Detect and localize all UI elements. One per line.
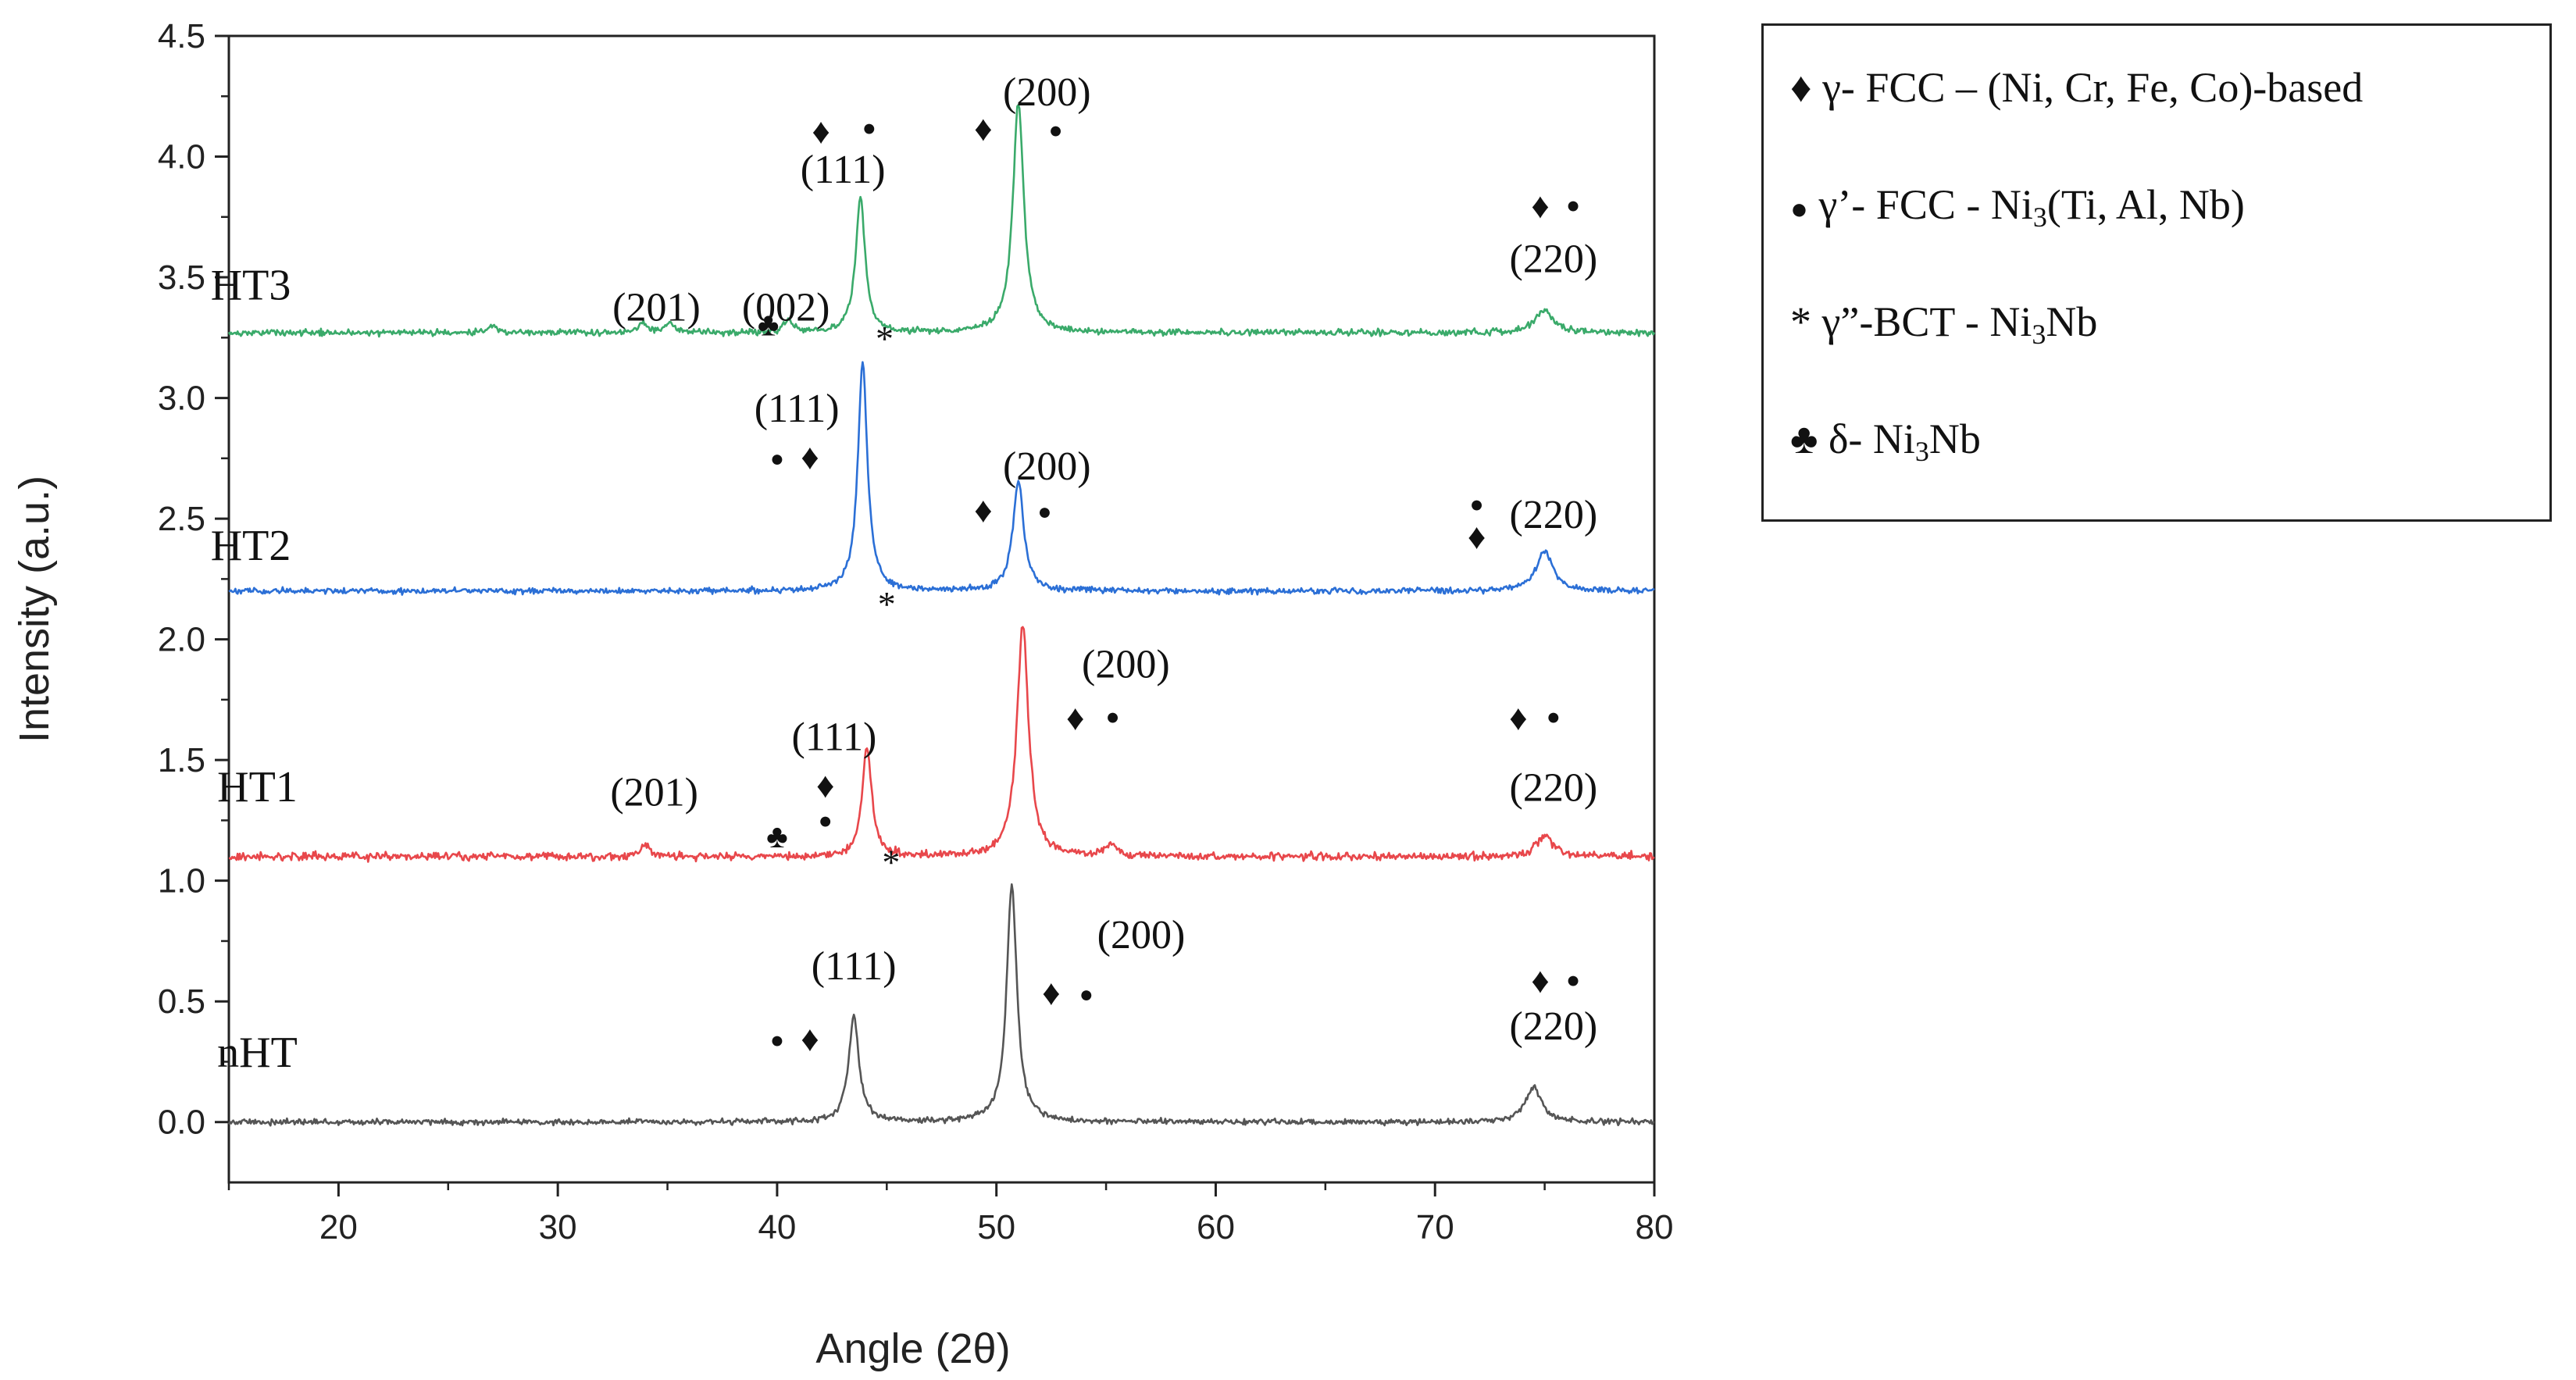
annotation-label: HT1: [217, 763, 298, 811]
x-tick-label: 20: [319, 1208, 358, 1246]
annotation-label: HT2: [211, 522, 291, 570]
y-tick-label: 2.5: [158, 500, 205, 538]
legend-label-suffix: (Ti, Al, Nb): [2046, 181, 2245, 228]
y-tick-label: 3.5: [158, 259, 205, 297]
legend: ♦ γ- FCC – (Ni, Cr, Fe, Co)-based ● γ’- …: [1761, 23, 2552, 522]
diamond-icon: ♦: [1790, 64, 1812, 111]
annotation-label: ●: [770, 446, 784, 472]
x-tick-label: 30: [539, 1208, 577, 1246]
annotation-label: ●: [1037, 499, 1051, 525]
y-tick-label: 2.0: [158, 621, 205, 659]
axes-layer: 20 30 40 50 60 70 80 0.0 0.5 1.0 1.5 2.0 2.5 3.0 3.5 4.…: [158, 17, 1674, 1246]
annotation-label: *: [882, 843, 900, 883]
legend-subscript: 3: [2032, 201, 2047, 233]
annotation-label: (111): [755, 387, 840, 431]
annotation-label: nHT: [217, 1029, 298, 1077]
annotation-label: ♦: [1509, 697, 1527, 737]
y-axis-title: Intensity (a.u.): [11, 476, 58, 743]
y-tick-label: 4.0: [158, 138, 205, 177]
annotation-label: ♦: [1531, 961, 1549, 1000]
y-tick-label: 0.0: [158, 1104, 205, 1142]
legend-item-gamma-double-prime: * γ”-BCT - Ni3Nb: [1790, 298, 2097, 351]
annotation-label: ●: [862, 115, 876, 141]
plot-frame: [227, 34, 1656, 1184]
series-layer: [227, 104, 1656, 1127]
y-tick-label: 1.0: [158, 862, 205, 900]
annotation-label: HT3: [211, 261, 291, 309]
series-line-ht1: [229, 626, 1655, 863]
legend-label: γ- FCC – (Ni, Cr, Fe, Co)-based: [1822, 64, 2364, 111]
annotation-label: ●: [1566, 967, 1580, 993]
annotation-label: (002): [742, 285, 830, 330]
annotation-label: (111): [801, 148, 886, 192]
annotation-label: ●: [1105, 704, 1119, 730]
annotation-label: ♣: [758, 308, 780, 344]
x-tick-label: 80: [1636, 1208, 1674, 1246]
annotation-label: (200): [1003, 70, 1091, 115]
annotation-label: ♦: [801, 1018, 819, 1058]
club-icon: ♣: [1790, 415, 1818, 462]
legend-subscript: 3: [1914, 436, 1929, 467]
series-line-nht: [227, 883, 1655, 1127]
annotation-label: ♦: [816, 765, 834, 805]
annotation-label: ♦: [812, 111, 830, 151]
circle-icon: ●: [1790, 193, 1808, 226]
annotation-label: ♦: [1531, 186, 1549, 226]
legend-label-suffix: Nb: [2046, 298, 2098, 345]
annotation-label: (111): [812, 944, 897, 989]
annotation-label: (201): [610, 770, 698, 815]
annotation-label: ●: [1079, 982, 1094, 1007]
annotation-label: ♦: [1066, 697, 1084, 737]
y-tick-label: 4.5: [158, 17, 205, 55]
annotation-label: ♣: [766, 819, 788, 855]
y-tick-label: 3.0: [158, 380, 205, 418]
annotation-label: ●: [1470, 492, 1484, 518]
legend-label-suffix: Nb: [1928, 415, 1981, 462]
annotation-label: ♦: [1468, 516, 1486, 556]
annotation-label: ●: [1048, 118, 1062, 144]
series-line-ht2: [228, 361, 1655, 596]
annotation-label: ●: [1566, 192, 1580, 218]
annotation-label: (220): [1510, 237, 1598, 281]
legend-label: δ- Ni: [1828, 415, 1915, 462]
asterisk-icon: *: [1790, 298, 1811, 345]
x-tick-label: 60: [1197, 1208, 1235, 1246]
annotation-label: ♦: [801, 437, 819, 476]
legend-item-gamma-prime: ● γ’- FCC - Ni3(Ti, Al, Nb): [1790, 180, 2245, 234]
annotation-label: ♦: [974, 490, 992, 530]
annotation-label: (220): [1510, 765, 1598, 810]
legend-label: γ’- FCC - Ni: [1818, 181, 2033, 228]
annotation-label: (220): [1510, 1004, 1598, 1049]
y-tick-label: 0.5: [158, 982, 205, 1021]
legend-item-delta: ♣ δ- Ni3Nb: [1790, 415, 1981, 468]
annotation-label: ●: [1547, 704, 1561, 730]
annotation-label: *: [876, 319, 894, 358]
annotation-label: ♦: [1042, 973, 1060, 1013]
annotation-label: (200): [1097, 913, 1186, 957]
annotation-label: *: [878, 584, 896, 624]
annotation-label: (200): [1003, 444, 1091, 489]
legend-subscript: 3: [2032, 319, 2046, 350]
x-axis-title: Angle (2θ): [815, 1325, 1010, 1372]
x-tick-label: 40: [758, 1208, 796, 1246]
x-tick-label: 70: [1416, 1208, 1454, 1246]
y-tick-label: 1.5: [158, 741, 205, 779]
annotation-label: (201): [612, 285, 701, 330]
annotation-label: (111): [792, 715, 877, 759]
series-line-ht3: [227, 104, 1656, 338]
x-tick-label: 50: [977, 1208, 1015, 1246]
annotation-label: (200): [1082, 643, 1170, 687]
annotation-label: ♦: [974, 109, 992, 148]
legend-item-gamma: ♦ γ- FCC – (Ni, Cr, Fe, Co)-based: [1790, 63, 2363, 112]
legend-label: γ”-BCT - Ni: [1821, 298, 2032, 345]
annotation-label: ●: [819, 808, 833, 833]
annotation-label: ●: [770, 1028, 784, 1054]
annotation-label: (220): [1510, 493, 1598, 537]
